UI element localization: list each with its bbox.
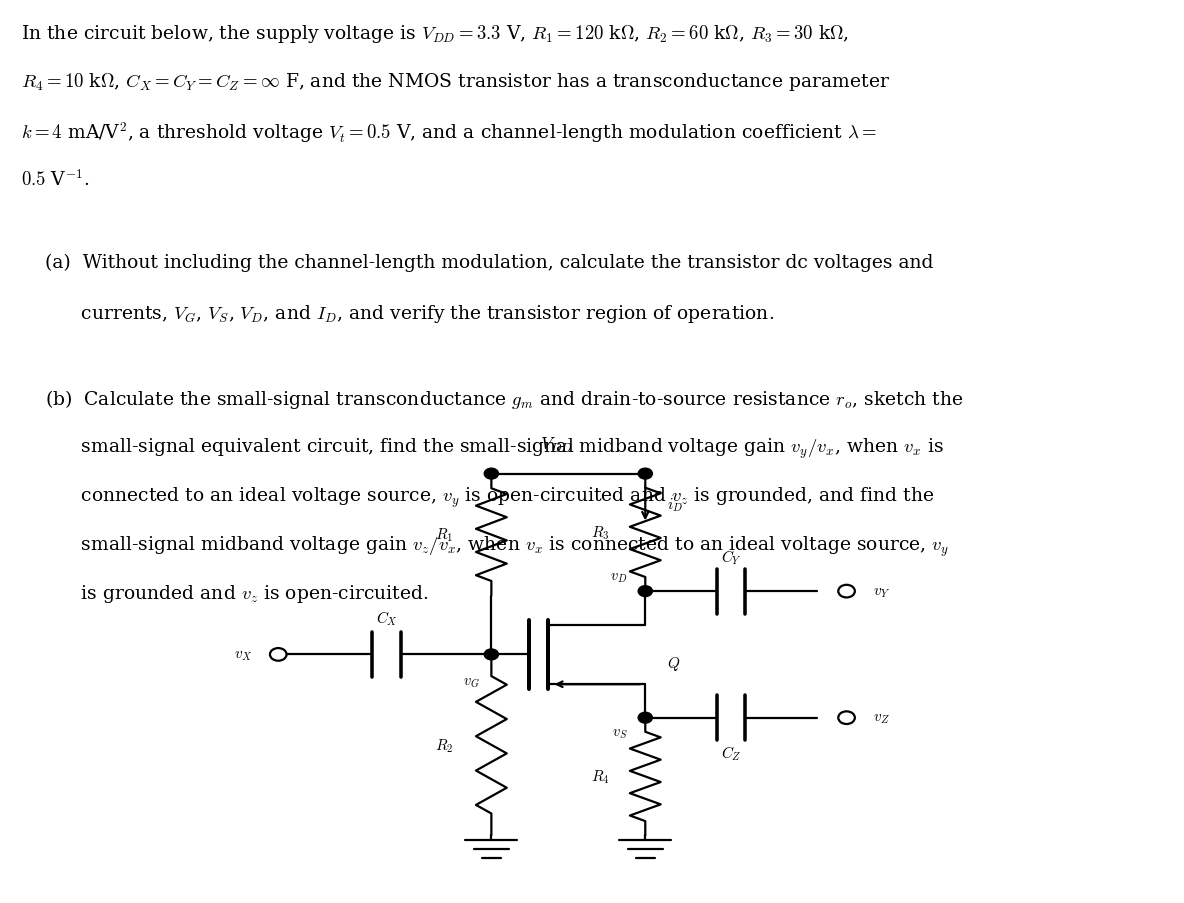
Text: $C_Z$: $C_Z$	[721, 743, 741, 762]
Text: $C_X$: $C_X$	[375, 609, 398, 628]
Text: (a)  Without including the channel-length modulation, calculate the transistor d: (a) Without including the channel-length…	[45, 254, 933, 272]
Circle shape	[638, 712, 652, 723]
Text: $v_D$: $v_D$	[610, 569, 628, 584]
Text: $R_2$: $R_2$	[436, 736, 453, 754]
Text: $0.5$ V$^{-1}$.: $0.5$ V$^{-1}$.	[21, 169, 90, 190]
Text: $v_Z$: $v_Z$	[873, 711, 889, 725]
Text: currents, $V_G$, $V_S$, $V_D$, and $I_D$, and verify the transistor region of op: currents, $V_G$, $V_S$, $V_D$, and $I_D$…	[45, 303, 774, 324]
Circle shape	[484, 469, 498, 479]
Text: $v_S$: $v_S$	[612, 725, 628, 740]
Text: $R_1$: $R_1$	[436, 526, 453, 544]
Circle shape	[484, 649, 498, 660]
Text: $R_4$: $R_4$	[591, 768, 610, 786]
Text: $i_D$: $i_D$	[667, 496, 682, 513]
Text: small-signal midband voltage gain $v_z/v_x$, when $v_x$ is connected to an ideal: small-signal midband voltage gain $v_z/v…	[45, 534, 950, 558]
Text: $v_Y$: $v_Y$	[873, 584, 890, 599]
Text: In the circuit below, the supply voltage is $V_{DD} = 3.3$ V, $R_1 = 120$ k$\Ome: In the circuit below, the supply voltage…	[21, 23, 849, 44]
Text: $Q$: $Q$	[667, 655, 680, 673]
Text: (b)  Calculate the small-signal transconductance $g_m$ and drain-to-source resis: (b) Calculate the small-signal transcond…	[45, 387, 964, 410]
Text: $v_X$: $v_X$	[233, 647, 252, 662]
Text: $R_4 = 10$ k$\Omega$, $C_X = C_Y = C_Z = \infty$ F, and the NMOS transistor has : $R_4 = 10$ k$\Omega$, $C_X = C_Y = C_Z =…	[21, 71, 890, 93]
Text: connected to an ideal voltage source, $v_y$ is open-circuited and $v_z$ is groun: connected to an ideal voltage source, $v…	[45, 485, 934, 509]
Circle shape	[638, 469, 652, 479]
Text: $V_{DD}$: $V_{DD}$	[540, 435, 573, 454]
Circle shape	[638, 586, 652, 597]
Text: $C_Y$: $C_Y$	[721, 547, 741, 566]
Text: $R_3$: $R_3$	[591, 524, 610, 542]
Text: small-signal equivalent circuit, find the small-signal midband voltage gain $v_y: small-signal equivalent circuit, find th…	[45, 436, 944, 461]
Text: $v_G$: $v_G$	[463, 675, 480, 690]
Text: is grounded and $v_z$ is open-circuited.: is grounded and $v_z$ is open-circuited.	[45, 582, 429, 604]
Text: $k = 4$ mA/V$^2$, a threshold voltage $V_t = 0.5$ V, and a channel-length modula: $k = 4$ mA/V$^2$, a threshold voltage $V…	[21, 120, 877, 145]
